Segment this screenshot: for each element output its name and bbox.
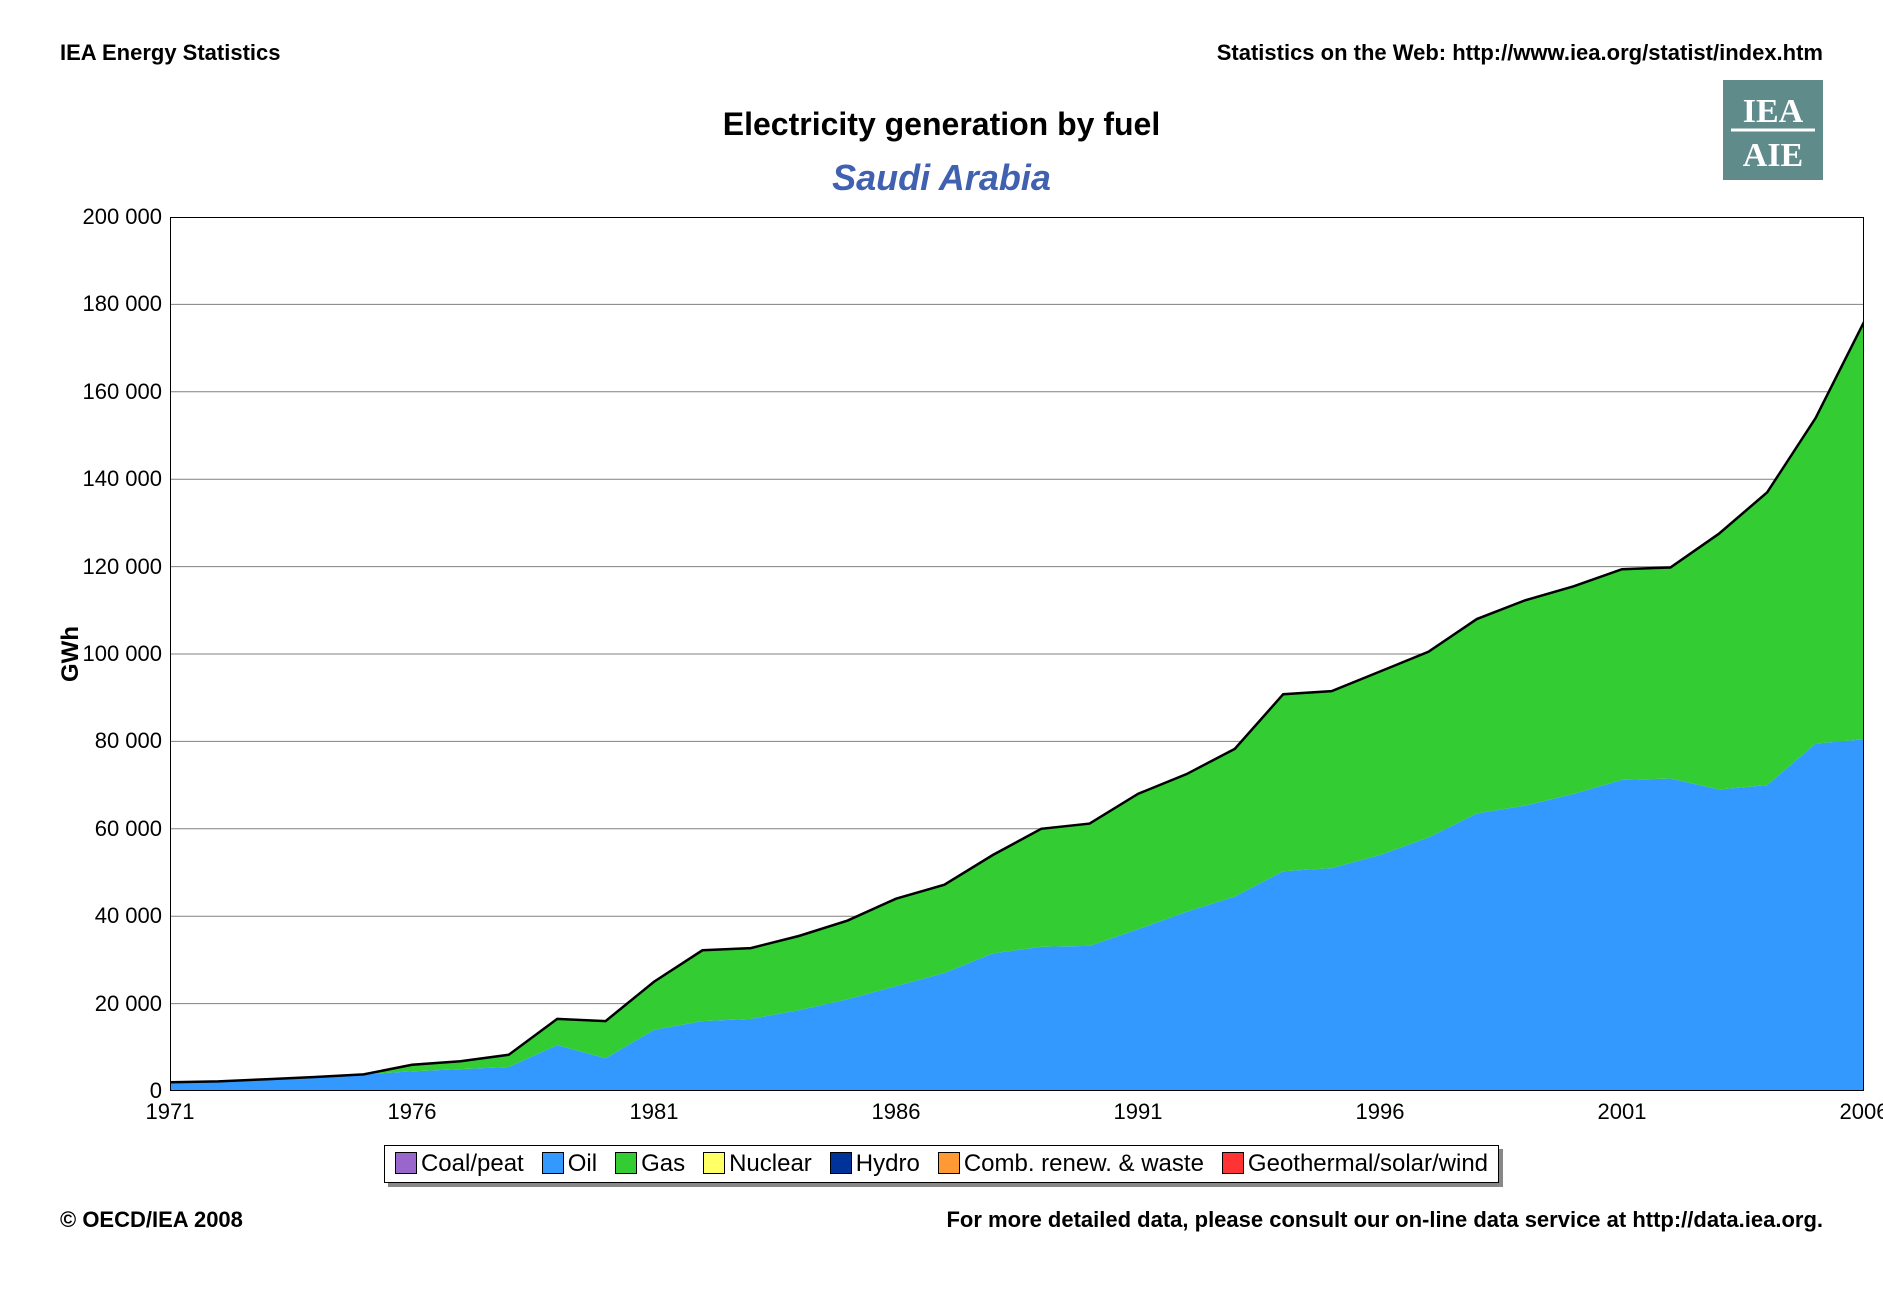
header: IEA Energy Statistics Statistics on the … (60, 40, 1823, 66)
footer-left: © OECD/IEA 2008 (60, 1207, 243, 1233)
svg-text:IEA: IEA (1743, 93, 1804, 130)
legend-item: Hydro (830, 1150, 920, 1178)
x-tick-label: 1986 (872, 1099, 921, 1125)
x-tick-label: 1976 (388, 1099, 437, 1125)
legend-label: Coal/peat (421, 1150, 524, 1177)
legend-label: Geothermal/solar/wind (1248, 1150, 1488, 1177)
legend-label: Nuclear (729, 1150, 812, 1177)
y-tick-label: 180 000 (82, 291, 162, 317)
svg-text:AIE: AIE (1743, 137, 1803, 174)
y-tick-label: 20 000 (95, 991, 162, 1017)
iea-logo: IEA AIE (1723, 80, 1823, 180)
footer: © OECD/IEA 2008 For more detailed data, … (60, 1207, 1823, 1233)
x-tick-label: 1971 (146, 1099, 195, 1125)
footer-right: For more detailed data, please consult o… (946, 1207, 1823, 1233)
y-tick-label: 160 000 (82, 379, 162, 405)
chart-legend: Coal/peat Oil Gas Nuclear Hydro Comb. renew. … (384, 1145, 1499, 1183)
chart-titles: Electricity generation by fuel Saudi Ara… (60, 106, 1823, 199)
legend-label: Oil (568, 1150, 597, 1177)
page: IEA Energy Statistics Statistics on the … (0, 0, 1883, 1306)
y-tick-label: 100 000 (82, 641, 162, 667)
legend-swatch (395, 1152, 417, 1174)
y-tick-label: 60 000 (95, 816, 162, 842)
legend-swatch (615, 1152, 637, 1174)
chart-plot-area: GWh 020 00040 00060 00080 000100 000120 … (170, 217, 1864, 1091)
x-tick-label: 1996 (1356, 1099, 1405, 1125)
x-tick-label: 2001 (1598, 1099, 1647, 1125)
legend-item: Comb. renew. & waste (938, 1150, 1204, 1178)
legend-item: Gas (615, 1150, 685, 1178)
legend-item: Geothermal/solar/wind (1222, 1150, 1488, 1178)
legend-item: Oil (542, 1150, 597, 1178)
legend-swatch (938, 1152, 960, 1174)
legend-swatch (1222, 1152, 1244, 1174)
legend-item: Coal/peat (395, 1150, 524, 1178)
legend-swatch (830, 1152, 852, 1174)
x-tick-label: 1991 (1114, 1099, 1163, 1125)
header-right: Statistics on the Web: http://www.iea.or… (1217, 40, 1823, 66)
legend-item: Nuclear (703, 1150, 812, 1178)
x-tick-label: 2006 (1840, 1099, 1883, 1125)
chart-svg (170, 217, 1864, 1091)
y-tick-label: 140 000 (82, 466, 162, 492)
y-axis-label: GWh (57, 626, 85, 682)
header-left: IEA Energy Statistics (60, 40, 280, 66)
legend-label: Comb. renew. & waste (964, 1150, 1204, 1177)
legend-swatch (542, 1152, 564, 1174)
y-tick-label: 80 000 (95, 728, 162, 754)
y-tick-label: 40 000 (95, 903, 162, 929)
y-tick-label: 120 000 (82, 554, 162, 580)
legend-swatch (703, 1152, 725, 1174)
x-tick-label: 1981 (630, 1099, 679, 1125)
y-tick-label: 200 000 (82, 204, 162, 230)
legend-label: Gas (641, 1150, 685, 1177)
chart-title: Electricity generation by fuel (60, 106, 1823, 143)
chart-subtitle: Saudi Arabia (60, 157, 1823, 199)
legend-label: Hydro (856, 1150, 920, 1177)
